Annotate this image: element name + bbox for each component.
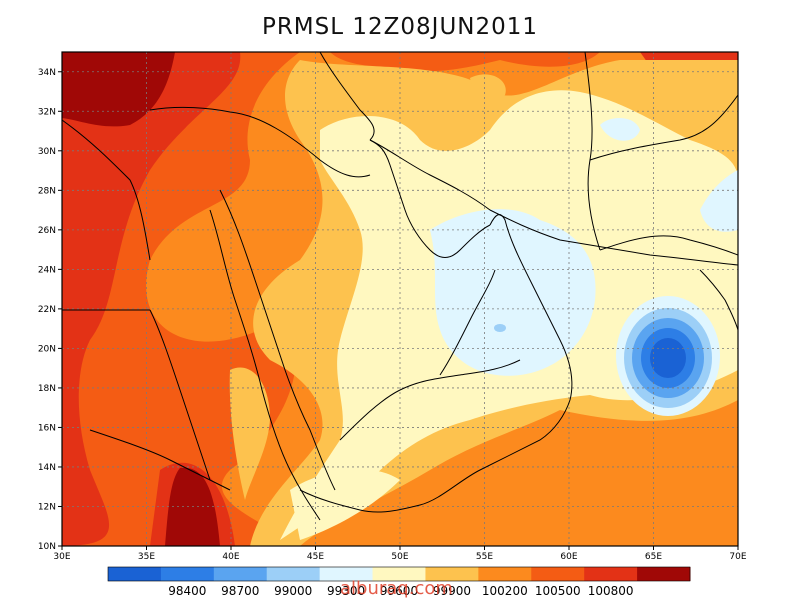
pale-blue-northeast [600, 118, 640, 141]
sudan-coast [149, 309, 211, 481]
latitude-label: 20N [38, 344, 56, 354]
upper-north [330, 52, 600, 72]
coastlines-and-borders [62, 52, 738, 521]
latitude-label: 10N [38, 542, 56, 552]
light-band-south [290, 469, 400, 540]
colorbar-label: 98400 [168, 584, 206, 598]
longitude-label: 50E [391, 552, 408, 562]
saudi-oman-border [439, 269, 496, 376]
red-sea-west-coast [209, 209, 321, 521]
iran-coast [369, 139, 738, 266]
colorbar-label: 99900 [433, 584, 471, 598]
longitude-label: 35E [138, 552, 155, 562]
colorbar-label: 99000 [274, 584, 312, 598]
pale-blue-east [700, 170, 738, 232]
india-coast [699, 269, 738, 331]
saudi-yemen-border [339, 359, 521, 441]
latitude-label: 22N [38, 305, 56, 315]
lower-band-west-arm [229, 367, 270, 500]
latitude-label: 28N [38, 186, 56, 196]
latitude-label: 18N [38, 384, 56, 394]
colorbar-label: 99300 [327, 584, 365, 598]
latitude-label: 26N [38, 226, 56, 236]
gulf-coast [369, 139, 491, 258]
pale-blue-center [430, 209, 596, 376]
colorbar-swatch [160, 567, 215, 581]
colorbar-label: 100800 [588, 584, 634, 598]
northern-border-1 [149, 106, 371, 178]
red-sea-east-coast [219, 189, 336, 491]
colorbar-swatch [425, 567, 479, 581]
colorbar-swatch [584, 567, 638, 581]
longitude-label: 70E [729, 552, 746, 562]
small-blue-spot [494, 324, 506, 332]
colorbar-swatch [266, 567, 321, 581]
latitude-label: 30N [38, 147, 56, 157]
longitude-label: 45E [307, 552, 324, 562]
northern-border-2 [319, 52, 375, 141]
colorbar: 98400 98700 99000 99300 99600 99900 100200 1005… [107, 566, 691, 598]
colorbar-swatch [213, 567, 268, 581]
colorbar-swatch [108, 567, 162, 581]
latitude-axis: 10N 12N 14N 16N 18N 20N 22N 24N 26N 28N 30N 32N 34N [38, 68, 62, 552]
pakistan-border [599, 235, 738, 256]
longitude-label: 60E [560, 552, 577, 562]
colorbar-label: 100500 [535, 584, 581, 598]
colorbar-frame [107, 566, 691, 582]
longitude-label: 55E [476, 552, 493, 562]
high-band-west [62, 52, 241, 546]
latitude-label: 24N [38, 265, 56, 275]
latitude-label: 34N [38, 68, 56, 78]
watermark-text: alburaq.com [340, 578, 453, 599]
nile-region [62, 119, 151, 261]
map-title: PRMSL 12Z08JUN2011 [261, 14, 539, 40]
colorbar-label: 99600 [380, 584, 418, 598]
colorbar-swatch [372, 567, 426, 581]
longitude-label: 30E [53, 552, 70, 562]
colorbar-label: 100200 [482, 584, 528, 598]
longitude-axis: 30E 35E 40E 45E 50E 55E 60E 65E 70E [53, 546, 747, 562]
colorbar-swatch [478, 567, 532, 581]
low-core [650, 338, 686, 378]
colorbar-swatch [319, 567, 374, 581]
latitude-label: 16N [38, 423, 56, 433]
longitude-label: 65E [645, 552, 662, 562]
gridlines [62, 52, 738, 546]
east-africa-border [89, 429, 231, 491]
latitude-label: 12N [38, 502, 56, 512]
arabia-south-coast [299, 399, 571, 513]
afghan-pak-border [589, 94, 738, 161]
longitude-label: 40E [222, 552, 239, 562]
colorbar-swatch [637, 567, 691, 581]
lower-band-north-bubble [470, 74, 506, 100]
colorbar-swatch [531, 567, 585, 581]
latitude-label: 32N [38, 107, 56, 117]
latitude-label: 14N [38, 463, 56, 473]
colorbar-label: 98700 [221, 584, 259, 598]
